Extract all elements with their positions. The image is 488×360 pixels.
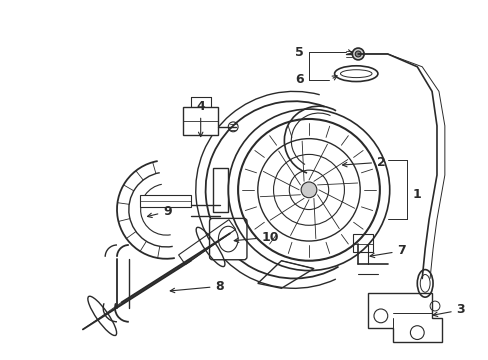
Circle shape bbox=[301, 182, 316, 198]
Text: 2: 2 bbox=[342, 156, 385, 169]
Text: 5: 5 bbox=[295, 45, 304, 59]
Bar bbox=[183, 107, 218, 135]
Circle shape bbox=[355, 51, 361, 57]
Bar bbox=[352, 234, 372, 252]
Text: 3: 3 bbox=[432, 303, 465, 316]
Text: 10: 10 bbox=[234, 231, 279, 244]
Text: 9: 9 bbox=[147, 205, 172, 218]
Text: 7: 7 bbox=[369, 244, 406, 258]
Circle shape bbox=[351, 48, 364, 60]
Text: 4: 4 bbox=[196, 100, 204, 136]
Text: 1: 1 bbox=[411, 188, 420, 201]
FancyBboxPatch shape bbox=[209, 219, 246, 260]
Bar bbox=[140, 195, 190, 207]
Text: 6: 6 bbox=[295, 73, 304, 86]
Text: 8: 8 bbox=[170, 280, 224, 293]
